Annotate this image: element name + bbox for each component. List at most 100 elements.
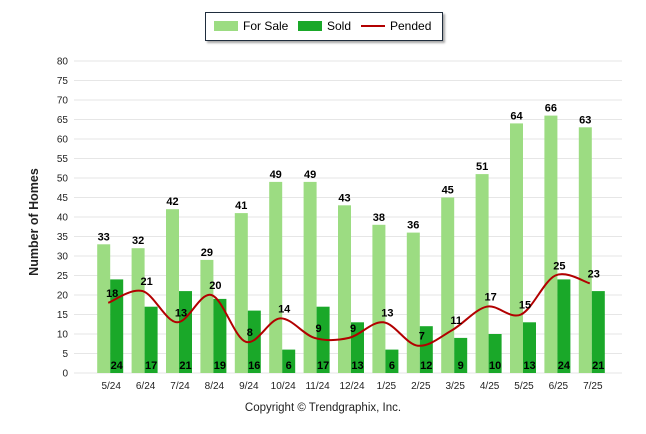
y-tick-label: 35 bbox=[57, 232, 69, 243]
legend-label-for-sale: For Sale bbox=[243, 19, 289, 33]
bar-sold bbox=[557, 279, 571, 373]
sold-data-label: 16 bbox=[248, 360, 260, 372]
sold-data-label: 6 bbox=[286, 360, 292, 372]
pended-data-label: 9 bbox=[350, 323, 356, 335]
bar-sold bbox=[110, 279, 124, 373]
bar-sold bbox=[213, 298, 227, 373]
for-sale-data-label: 66 bbox=[545, 103, 557, 115]
y-tick-label: 50 bbox=[57, 174, 69, 185]
x-tick-label: 8/24 bbox=[205, 381, 225, 392]
x-tick-label: 12/24 bbox=[339, 381, 364, 392]
for-sale-data-label: 29 bbox=[201, 247, 213, 259]
for-sale-data-label: 49 bbox=[304, 169, 316, 181]
y-tick-label: 0 bbox=[62, 369, 68, 380]
bar-for-sale bbox=[406, 232, 420, 373]
legend-label-sold: Sold bbox=[327, 19, 352, 33]
bar-sold bbox=[591, 291, 605, 373]
bar-sold bbox=[385, 349, 399, 373]
pended-data-label: 25 bbox=[553, 261, 565, 273]
y-tick-label: 30 bbox=[57, 252, 69, 263]
for-sale-data-label: 38 bbox=[373, 212, 385, 224]
y-tick-label: 25 bbox=[57, 271, 69, 282]
data-labels: 3324321742212919411649649174313386361245… bbox=[98, 103, 605, 372]
pended-data-label: 7 bbox=[419, 331, 425, 343]
x-tick-label: 4/25 bbox=[480, 381, 500, 392]
y-tick-label: 15 bbox=[57, 310, 69, 321]
pended-data-label: 8 bbox=[247, 327, 253, 339]
pended-data-label: 21 bbox=[140, 276, 152, 288]
pended-data-label: 23 bbox=[588, 268, 600, 280]
x-tick-label: 3/25 bbox=[445, 381, 465, 392]
y-axis-ticks: 0 5 10 15 20 25 30 35 40 45 50 55 60 65 70 75 80 bbox=[57, 57, 69, 380]
x-tick-label: 5/25 bbox=[514, 381, 534, 392]
pended-data-label: 17 bbox=[484, 292, 496, 304]
y-tick-label: 5 bbox=[62, 349, 68, 360]
sold-data-label: 13 bbox=[351, 360, 363, 372]
for-sale-data-label: 64 bbox=[510, 110, 523, 122]
bar-for-sale bbox=[131, 248, 145, 373]
bar-for-sale bbox=[475, 174, 489, 373]
sold-data-label: 21 bbox=[592, 360, 604, 372]
pended-data-label: 13 bbox=[175, 307, 187, 319]
x-tick-label: 1/25 bbox=[377, 381, 397, 392]
for-sale-data-label: 45 bbox=[442, 185, 454, 197]
bar-for-sale bbox=[544, 115, 558, 373]
bar-for-sale bbox=[338, 205, 351, 373]
sold-data-label: 9 bbox=[458, 360, 464, 372]
bar-for-sale bbox=[303, 181, 317, 373]
sold-data-label: 17 bbox=[317, 360, 329, 372]
for-sale-data-label: 43 bbox=[338, 192, 350, 204]
sold-data-label: 19 bbox=[214, 360, 226, 372]
y-tick-label: 70 bbox=[57, 96, 69, 107]
pended-data-label: 13 bbox=[381, 307, 393, 319]
y-axis-title: Number of Homes bbox=[27, 168, 41, 276]
sold-data-label: 13 bbox=[523, 360, 535, 372]
for-sale-data-label: 36 bbox=[407, 220, 419, 232]
x-tick-label: 11/24 bbox=[305, 381, 330, 392]
sold-data-label: 21 bbox=[179, 360, 191, 372]
sold-data-label: 6 bbox=[389, 360, 395, 372]
pended-data-label: 15 bbox=[519, 300, 531, 312]
x-tick-label: 6/25 bbox=[549, 381, 569, 392]
sold-data-label: 10 bbox=[489, 360, 501, 372]
y-tick-label: 55 bbox=[57, 154, 69, 165]
sold-data-label: 24 bbox=[111, 360, 124, 372]
x-axis-ticks: 5/24 6/24 7/24 8/24 9/24 10/24 11/24 12/24 1/25 2… bbox=[101, 381, 603, 392]
for-sale-data-label: 32 bbox=[132, 235, 144, 247]
y-tick-label: 80 bbox=[57, 57, 69, 68]
sold-data-label: 12 bbox=[420, 360, 432, 372]
copyright-footer: Copyright © Trendgraphix, Inc. bbox=[244, 402, 402, 414]
bar-sold bbox=[419, 326, 433, 373]
for-sale-data-label: 49 bbox=[270, 169, 282, 181]
legend-label-pended: Pended bbox=[390, 19, 432, 33]
bar-for-sale bbox=[269, 181, 283, 373]
bar-for-sale bbox=[578, 127, 592, 373]
sold-swatch bbox=[298, 21, 322, 31]
pended-data-label: 20 bbox=[209, 280, 221, 292]
pended-line-swatch bbox=[361, 25, 385, 27]
x-tick-label: 9/24 bbox=[239, 381, 259, 392]
y-tick-label: 60 bbox=[57, 135, 69, 146]
for-sale-data-label: 33 bbox=[98, 231, 110, 243]
bar-sold bbox=[247, 310, 261, 373]
y-tick-label: 20 bbox=[57, 291, 69, 302]
for-sale-swatch bbox=[214, 21, 238, 31]
bar-for-sale bbox=[166, 209, 179, 373]
x-tick-label: 5/24 bbox=[101, 381, 121, 392]
bar-for-sale bbox=[234, 213, 248, 373]
y-tick-label: 40 bbox=[57, 213, 69, 224]
y-tick-label: 45 bbox=[57, 193, 69, 204]
bar-sold bbox=[523, 322, 536, 373]
pended-data-label: 11 bbox=[450, 315, 462, 327]
pended-line bbox=[107, 273, 591, 347]
sold-data-label: 17 bbox=[145, 360, 157, 372]
for-sale-data-label: 63 bbox=[579, 114, 591, 126]
x-tick-label: 2/25 bbox=[411, 381, 431, 392]
bar-sold bbox=[282, 349, 296, 373]
bar-sold bbox=[454, 337, 468, 373]
for-sale-data-label: 41 bbox=[235, 200, 247, 212]
for-sale-data-label: 51 bbox=[476, 161, 488, 173]
y-tick-label: 65 bbox=[57, 115, 69, 126]
pended-line-path bbox=[107, 273, 591, 347]
